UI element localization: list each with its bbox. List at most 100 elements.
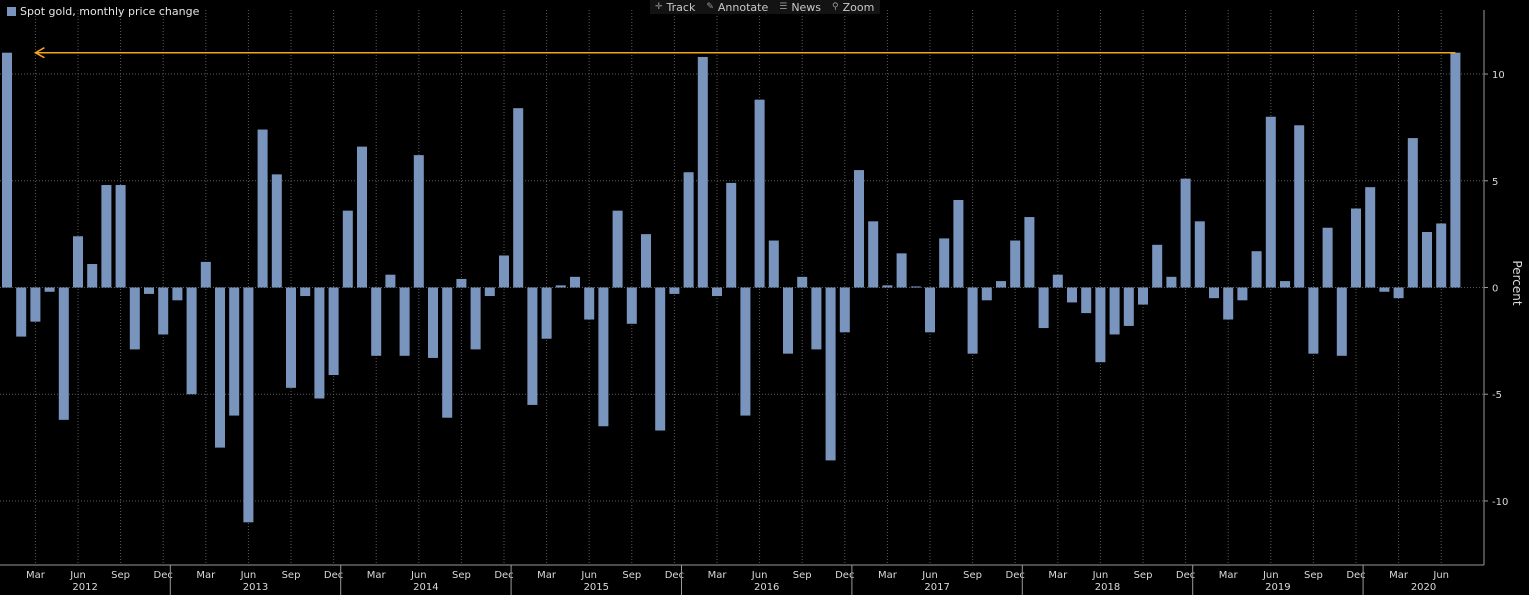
bar — [1379, 287, 1390, 292]
bar — [584, 287, 595, 320]
bar — [30, 287, 41, 322]
bar — [754, 99, 765, 288]
news-button[interactable]: ☰ News — [774, 0, 827, 14]
bar — [996, 281, 1006, 288]
bar — [655, 287, 666, 431]
bar — [1265, 116, 1276, 288]
bar — [1067, 287, 1077, 303]
bar — [484, 287, 495, 297]
bar — [1194, 221, 1205, 288]
bar — [939, 238, 950, 288]
bar — [811, 287, 822, 350]
bar — [981, 287, 992, 301]
x-month-label: Sep — [622, 570, 641, 581]
legend-label: Spot gold, monthly price change — [20, 5, 200, 18]
x-month-label: Sep — [1304, 570, 1323, 581]
bar — [1095, 287, 1106, 363]
x-year-label: 2020 — [1411, 582, 1436, 593]
bar — [1180, 178, 1191, 288]
x-month-label: Mar — [1389, 570, 1409, 581]
bar — [783, 287, 793, 354]
x-month-label: Dec — [1006, 570, 1025, 581]
bar — [1351, 208, 1361, 288]
bar — [342, 210, 353, 288]
bar — [868, 221, 879, 288]
news-icon: ☰ — [779, 2, 788, 12]
bar — [1336, 287, 1347, 356]
x-month-label: Sep — [452, 570, 471, 581]
x-month-label: Mar — [367, 570, 387, 581]
bar — [385, 274, 396, 288]
bar — [1138, 287, 1148, 305]
bar — [839, 287, 850, 333]
bar — [726, 182, 737, 288]
bar — [1251, 251, 1262, 288]
bar — [626, 287, 637, 324]
bar — [570, 276, 580, 288]
bar — [1123, 287, 1134, 326]
bar — [243, 287, 254, 523]
x-month-label: Dec — [1346, 570, 1365, 581]
bar — [144, 287, 154, 294]
x-year-label: 2016 — [754, 582, 779, 593]
x-month-label: Mar — [1219, 570, 1239, 581]
bar — [1024, 217, 1035, 288]
bar — [172, 287, 183, 301]
bar — [1223, 287, 1234, 320]
bar — [328, 287, 339, 376]
bar — [229, 287, 240, 416]
bar — [1436, 223, 1447, 288]
annotation-arrow — [33, 47, 1456, 59]
zoom-button[interactable]: ⚲ Zoom — [827, 0, 880, 14]
bar — [1081, 287, 1092, 314]
bar — [967, 287, 978, 354]
bar — [513, 108, 524, 288]
bar — [1294, 125, 1305, 288]
bar — [1052, 274, 1063, 288]
bar — [953, 199, 964, 288]
bar — [1209, 287, 1219, 299]
x-year-label: 2015 — [584, 582, 609, 593]
annotate-button[interactable]: ✎ Annotate — [701, 0, 774, 14]
legend: Spot gold, monthly price change — [7, 5, 199, 18]
bar — [428, 287, 438, 358]
x-year-label: 2012 — [72, 582, 97, 593]
bar — [669, 287, 680, 294]
bar — [399, 287, 410, 356]
x-month-label: Dec — [494, 570, 513, 581]
bar — [1365, 187, 1376, 288]
x-month-label: Mar — [537, 570, 557, 581]
x-month-label: Jun — [1092, 570, 1109, 581]
x-month-label: Mar — [878, 570, 898, 581]
chart-toolbar: ✛ Track ✎ Annotate ☰ News ⚲ Zoom — [650, 0, 881, 14]
x-year-label: 2019 — [1265, 582, 1290, 593]
x-month-label: Jun — [921, 570, 938, 581]
x-year-label: 2013 — [243, 582, 268, 593]
x-year-label: 2014 — [413, 582, 438, 593]
bar — [186, 287, 197, 395]
bar — [697, 56, 708, 288]
bar — [1038, 287, 1049, 329]
x-month-label: Sep — [793, 570, 812, 581]
x-month-label: Mar — [1048, 570, 1068, 581]
bar — [1280, 281, 1290, 288]
news-label: News — [791, 0, 822, 14]
x-month-label: Sep — [1134, 570, 1153, 581]
x-month-label: Mar — [196, 570, 216, 581]
crosshair-icon: ✛ — [655, 2, 663, 12]
bar — [1166, 276, 1177, 288]
x-month-label: Sep — [111, 570, 130, 581]
y-axis-label: Percent — [1510, 260, 1524, 305]
bar — [1152, 244, 1163, 288]
bar — [882, 285, 893, 288]
bar — [910, 286, 921, 288]
track-button[interactable]: ✛ Track — [650, 0, 701, 14]
x-month-label: Dec — [1176, 570, 1195, 581]
bar — [413, 155, 424, 288]
bar — [641, 234, 651, 288]
bar — [129, 287, 140, 350]
bar — [73, 236, 83, 288]
x-month-label: Dec — [665, 570, 684, 581]
